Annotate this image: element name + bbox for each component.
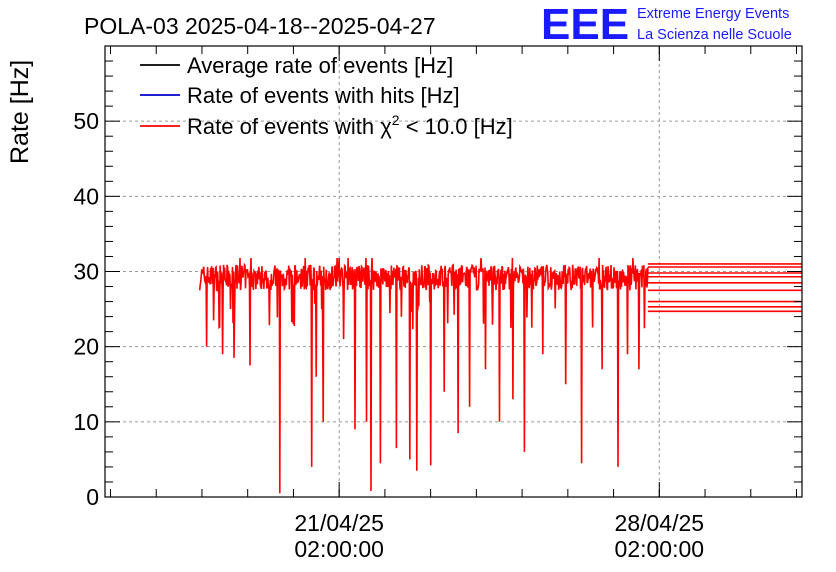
y-tick-label: 0 <box>86 484 99 510</box>
y-tick-label: 30 <box>73 259 99 285</box>
legend: Average rate of events [Hz] Rate of even… <box>140 53 513 139</box>
eee-logo-line1: Extreme Energy Events <box>637 6 789 22</box>
y-axis: 0 10 20 30 40 50 <box>73 60 802 510</box>
y-tick-label: 40 <box>73 183 99 209</box>
x-tick-label-date: 28/04/25 <box>615 510 705 536</box>
legend-label-chi2: Rate of events with χ2 < 10.0 [Hz] <box>187 112 513 139</box>
x-tick-label-date: 21/04/25 <box>294 510 384 536</box>
y-tick-label: 20 <box>73 334 99 360</box>
series-lines <box>198 257 802 494</box>
legend-chi2-prefix: Rate of events with <box>187 114 380 139</box>
legend-label-average: Average rate of events [Hz] <box>187 53 453 78</box>
legend-label-hits: Rate of events with hits [Hz] <box>187 83 460 108</box>
y-tick-label: 50 <box>73 108 99 134</box>
legend-chi2-suffix: < 10.0 [Hz] <box>400 114 513 139</box>
legend-chi2-superscript: 2 <box>392 112 400 128</box>
y-tick-label: 10 <box>73 409 99 435</box>
x-tick-label-time: 02:00:00 <box>615 536 705 562</box>
eee-logo-mark: EEE <box>541 0 629 49</box>
eee-logo-line2: La Scienza nelle Scuole <box>637 27 792 43</box>
legend-chi2-symbol: χ <box>380 114 392 139</box>
chart-title: POLA-03 2025-04-18--2025-04-27 <box>84 13 436 39</box>
y-axis-label: Rate [Hz] <box>6 60 34 164</box>
series-line-chi2 <box>198 257 649 494</box>
eee-logo: EEE Extreme Energy Events La Scienza nel… <box>541 0 792 49</box>
x-tick-label-time: 02:00:00 <box>294 536 384 562</box>
